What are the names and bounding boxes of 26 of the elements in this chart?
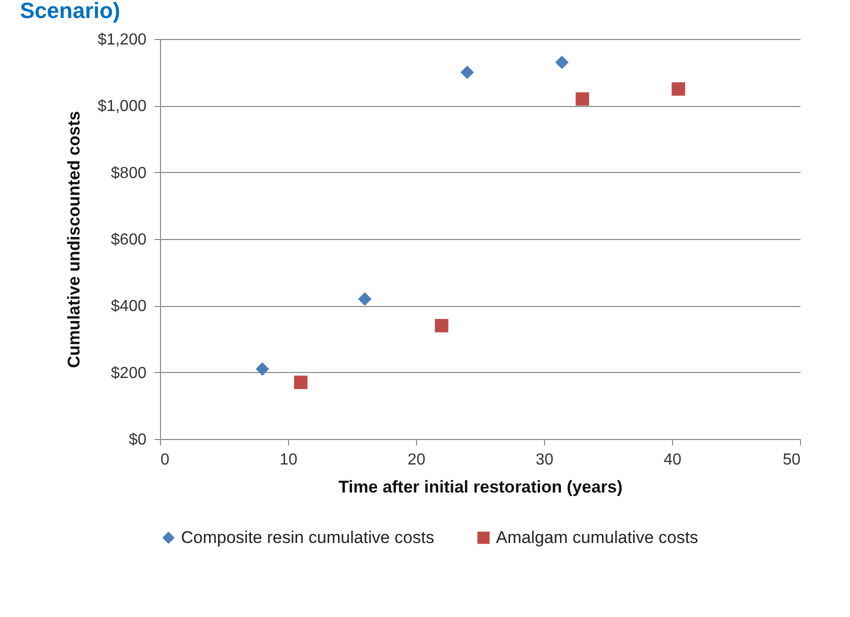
x-tick-label: 30 [536,452,554,468]
chart-title: Scenario) [20,0,120,23]
x-tick-label: 40 [664,452,682,468]
y-tick-label: $1,000 [98,98,147,116]
legend-label: Composite resin cumulative costs [181,528,434,547]
point [358,292,372,306]
x-tick-label: 20 [408,452,426,468]
y-tick-label: $0 [128,432,147,448]
legend-label: Amalgam cumulative costs [496,528,698,547]
point [672,82,686,96]
point [460,66,474,80]
y-tick-label: $800 [110,164,147,182]
point [294,376,308,390]
x-tick-label: 50 [782,452,801,468]
y-tick-label: $400 [110,298,147,316]
point [434,318,448,332]
y-tick-label: $200 [110,364,147,382]
y-axis-title: Cumulative undiscounted costs [64,111,84,368]
x-axis-title: Time after initial restoration (years) [338,478,623,496]
point [576,92,590,106]
point [555,56,569,70]
point [256,362,270,376]
y-tick-label: $600 [110,232,147,248]
x-tick-label: 0 [160,452,170,468]
x-tick-label: 10 [280,452,298,468]
y-tick-label: $1,200 [98,32,147,48]
